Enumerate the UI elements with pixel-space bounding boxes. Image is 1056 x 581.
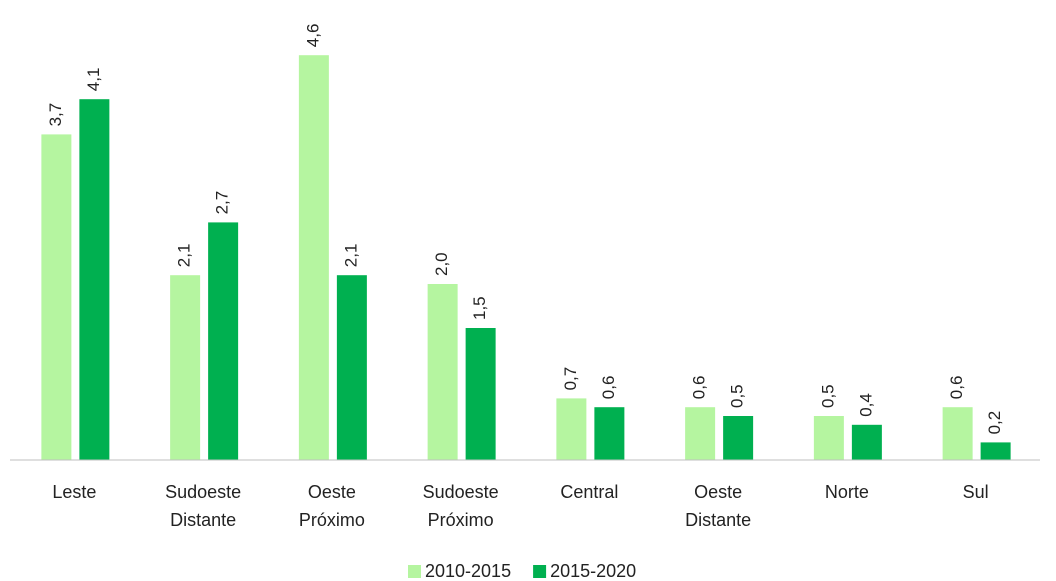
bar <box>980 442 1011 460</box>
legend-swatch <box>533 565 547 578</box>
x-tick-label: Oeste Distante <box>685 482 752 530</box>
bar <box>594 407 625 460</box>
bar <box>851 424 882 460</box>
bar <box>41 134 72 460</box>
bar <box>170 275 201 460</box>
data-label: 0,6 <box>599 376 618 400</box>
data-label: 0,5 <box>728 384 747 408</box>
legend-label: 2015-2020 <box>550 561 636 581</box>
bar <box>813 416 844 460</box>
data-label: 2,1 <box>175 244 194 268</box>
legend-swatch <box>408 565 421 578</box>
bar <box>556 398 587 460</box>
data-label: 0,6 <box>947 376 966 400</box>
x-tick-label: Oeste Próximo <box>298 482 365 530</box>
data-label: 0,5 <box>818 384 837 408</box>
data-label: 4,6 <box>303 24 322 48</box>
bar <box>723 416 754 460</box>
x-tick-label: Sudoeste Próximo <box>422 482 499 530</box>
bar <box>336 275 367 460</box>
bar <box>465 328 496 460</box>
x-tick-label: Central <box>560 482 619 502</box>
data-label: 4,1 <box>84 68 103 92</box>
bar <box>685 407 716 460</box>
data-label: 0,7 <box>561 367 580 391</box>
bar <box>208 222 239 460</box>
data-label: 2,1 <box>341 244 360 268</box>
data-label: 2,0 <box>432 252 451 276</box>
bar <box>427 284 458 460</box>
data-label: 3,7 <box>46 103 65 127</box>
data-label: 0,4 <box>856 393 875 417</box>
data-label: 0,2 <box>985 411 1004 435</box>
x-tick-label: Sudoeste Distante <box>165 482 242 530</box>
bar <box>79 99 110 460</box>
bar <box>298 55 329 460</box>
x-tick-label: Sul <box>962 482 989 502</box>
data-label: 2,7 <box>213 191 232 215</box>
x-tick-label: Leste <box>52 482 97 502</box>
data-label: 0,6 <box>690 376 709 400</box>
bar <box>942 407 973 460</box>
data-label: 1,5 <box>470 296 489 320</box>
legend-label: 2010-2015 <box>425 561 511 581</box>
x-tick-label: Norte <box>824 482 869 502</box>
